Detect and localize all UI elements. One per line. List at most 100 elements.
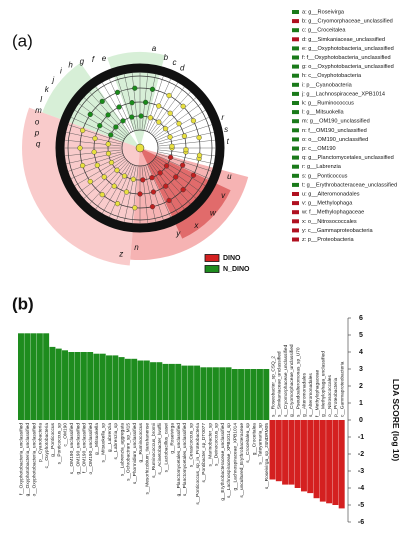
clade-branch bbox=[157, 153, 213, 172]
legend-swatch bbox=[292, 91, 299, 96]
clade-node bbox=[167, 134, 173, 140]
bar bbox=[200, 367, 207, 420]
clade-node bbox=[176, 121, 182, 127]
legend-label: y: c__Gammaproteobacteria bbox=[302, 228, 373, 234]
x-tick-label: s__Lachnospiraceae_XPB1014_sp bbox=[226, 423, 232, 498]
clade-node bbox=[138, 113, 144, 119]
clade-node bbox=[163, 163, 170, 169]
clade-node bbox=[77, 145, 83, 151]
bar bbox=[112, 355, 119, 420]
legend-label: s: g__Ponticoccus bbox=[302, 173, 348, 179]
clade-letter: s bbox=[224, 125, 228, 134]
clade-branch bbox=[157, 132, 215, 145]
clade-branch bbox=[65, 151, 123, 164]
legend-label: h: c__Oxyphotobacteria bbox=[302, 73, 362, 79]
clade-letter: t bbox=[227, 137, 230, 146]
clade-letter: c bbox=[172, 58, 176, 67]
legend-swatch bbox=[292, 19, 299, 24]
x-tick-label: g__Croceitalea bbox=[251, 423, 257, 456]
legend-swatch bbox=[292, 119, 299, 124]
y-tick-label: 0 bbox=[359, 417, 363, 424]
legend-swatch bbox=[292, 173, 299, 178]
bar bbox=[250, 369, 257, 420]
clade-letter: q bbox=[36, 140, 41, 149]
clade-node bbox=[166, 197, 172, 204]
bar bbox=[150, 362, 157, 420]
x-tick-label: s__Labrenzia_aggregata bbox=[119, 423, 125, 476]
x-tick-label: s__Simkaniaceae_unclassified bbox=[277, 351, 283, 417]
clade-branch bbox=[83, 96, 127, 137]
x-tick-label: f__OM190_unclassified bbox=[82, 423, 88, 473]
bar bbox=[294, 420, 301, 488]
legend-swatch bbox=[292, 28, 299, 33]
y-tick-label: 4 bbox=[359, 349, 363, 356]
x-tick-label: s__Ochrobactrum_sp_M15 bbox=[126, 423, 132, 481]
bar bbox=[181, 365, 188, 420]
bar bbox=[24, 333, 31, 420]
x-tick-label: s__Mitsuokella_sp bbox=[100, 423, 106, 463]
legend-swatch bbox=[292, 110, 299, 115]
clade-node bbox=[94, 162, 100, 168]
clade-node bbox=[135, 143, 145, 153]
clade-node bbox=[137, 191, 143, 197]
clade-node bbox=[130, 176, 136, 182]
panel-label: (a) bbox=[12, 31, 33, 50]
x-tick-label: s__Deinococcus_sp bbox=[214, 423, 220, 466]
clade-node bbox=[99, 98, 105, 104]
legend-label: N_DINO bbox=[223, 266, 250, 273]
legend-swatch bbox=[292, 155, 299, 160]
clade-letter: n bbox=[134, 243, 139, 252]
clade-shade bbox=[107, 52, 165, 149]
x-tick-label: g__Labrenzia bbox=[107, 423, 113, 452]
legend-swatch bbox=[204, 254, 220, 262]
clade-letter: k bbox=[45, 85, 50, 94]
legend-swatch bbox=[292, 55, 299, 60]
clade-branch bbox=[156, 116, 210, 141]
bar bbox=[118, 357, 125, 420]
bar bbox=[93, 353, 100, 420]
x-tick-label: p__Cyanobacteria bbox=[38, 423, 44, 462]
clade-node bbox=[87, 111, 93, 118]
clade-branch bbox=[64, 139, 123, 147]
x-tick-label: s__Alteromonadales bbox=[308, 373, 314, 417]
y-tick-label: -2 bbox=[358, 451, 364, 458]
clade-letter: v bbox=[221, 191, 226, 200]
clade-branch bbox=[143, 73, 156, 131]
x-tick-label: s__Acinetobacter_lwoffii bbox=[157, 423, 163, 475]
x-tick-label: s__Roseivirga_sp_JSNDRM05 bbox=[264, 423, 270, 489]
clade-node bbox=[108, 132, 114, 138]
y-tick-label: -4 bbox=[358, 485, 364, 492]
clade-letter: x bbox=[193, 221, 199, 230]
x-tick-label: g__Oxyphotobacteria_unclassified bbox=[25, 423, 31, 497]
clade-node bbox=[167, 110, 173, 116]
clade-branch bbox=[101, 163, 132, 214]
clade-letter: b bbox=[164, 53, 169, 62]
bar bbox=[131, 358, 138, 420]
clade-letter: d bbox=[180, 64, 185, 73]
bar bbox=[55, 348, 62, 420]
bar bbox=[36, 333, 43, 420]
clade-branch bbox=[131, 72, 139, 131]
bar bbox=[106, 355, 113, 420]
clade-branch bbox=[157, 124, 213, 143]
legend-label: u: g__Alteromonadales bbox=[302, 191, 360, 197]
clade-branch bbox=[150, 86, 185, 134]
bar bbox=[238, 369, 245, 420]
bar bbox=[175, 363, 182, 420]
bar bbox=[87, 352, 94, 420]
legend-label: q: g__Planctomycetales_unclassified bbox=[302, 155, 394, 161]
clade-branch bbox=[124, 165, 137, 223]
clade-node bbox=[196, 152, 203, 158]
clade-node bbox=[183, 147, 189, 153]
legend-swatch bbox=[292, 210, 299, 215]
y-tick-label: -6 bbox=[358, 519, 364, 526]
clade-node bbox=[149, 86, 156, 92]
clade-node bbox=[163, 183, 169, 189]
bar bbox=[275, 420, 282, 482]
x-tick-label: s__Cryomorphaceae_unclassified bbox=[283, 344, 289, 417]
clade-node bbox=[168, 154, 174, 160]
legend-label: e: g__Oxyphotobacteria_unclassified bbox=[302, 46, 394, 52]
clade-letter: g bbox=[80, 57, 85, 66]
clade-node bbox=[123, 189, 130, 195]
x-tick-label: o__OM190_unclassified bbox=[88, 423, 94, 475]
